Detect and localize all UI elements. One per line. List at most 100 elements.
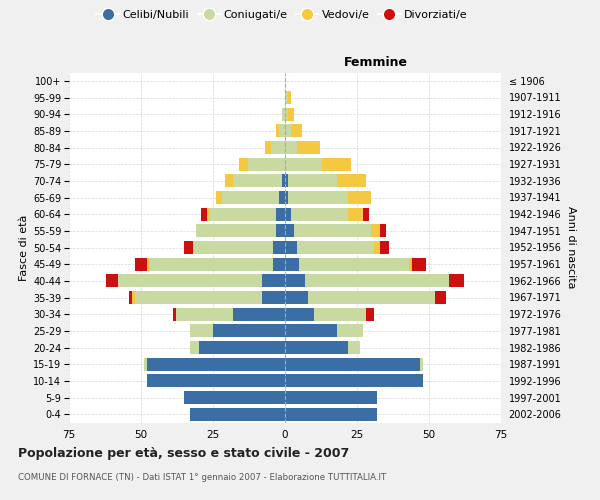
- Bar: [288, 91, 291, 104]
- Bar: [184, 241, 193, 254]
- Bar: [308, 291, 435, 304]
- Bar: [106, 274, 118, 287]
- Bar: [277, 208, 285, 220]
- Bar: [296, 141, 320, 154]
- Bar: [285, 224, 293, 237]
- Bar: [285, 274, 305, 287]
- Bar: [285, 391, 377, 404]
- Bar: [279, 191, 285, 204]
- Bar: [288, 108, 293, 120]
- Bar: [147, 358, 285, 370]
- Bar: [224, 174, 233, 188]
- Bar: [337, 324, 363, 338]
- Bar: [421, 358, 423, 370]
- Bar: [210, 208, 277, 220]
- Bar: [233, 174, 282, 188]
- Bar: [293, 224, 371, 237]
- Bar: [176, 308, 233, 320]
- Bar: [337, 174, 365, 188]
- Bar: [285, 291, 308, 304]
- Bar: [277, 224, 285, 237]
- Bar: [213, 324, 285, 338]
- Bar: [285, 124, 291, 138]
- Bar: [282, 108, 285, 120]
- Bar: [285, 408, 377, 420]
- Bar: [130, 291, 133, 304]
- Bar: [409, 258, 412, 270]
- Bar: [288, 174, 337, 188]
- Bar: [314, 308, 365, 320]
- Bar: [371, 224, 380, 237]
- Bar: [190, 341, 199, 354]
- Bar: [216, 191, 221, 204]
- Bar: [285, 91, 288, 104]
- Bar: [435, 291, 446, 304]
- Bar: [262, 291, 285, 304]
- Bar: [149, 258, 274, 270]
- Bar: [274, 258, 285, 270]
- Bar: [190, 324, 213, 338]
- Y-axis label: Fasce di età: Fasce di età: [19, 214, 29, 280]
- Text: Popolazione per età, sesso e stato civile - 2007: Popolazione per età, sesso e stato civil…: [18, 448, 349, 460]
- Bar: [274, 241, 285, 254]
- Bar: [285, 308, 314, 320]
- Bar: [262, 274, 285, 287]
- Bar: [380, 224, 386, 237]
- Bar: [349, 191, 371, 204]
- Bar: [133, 291, 135, 304]
- Bar: [135, 258, 147, 270]
- Bar: [365, 308, 374, 320]
- Text: COMUNE DI FORNACE (TN) - Dati ISTAT 1° gennaio 2007 - Elaborazione TUTTITALIA.IT: COMUNE DI FORNACE (TN) - Dati ISTAT 1° g…: [18, 472, 386, 482]
- Bar: [147, 374, 285, 388]
- Bar: [285, 374, 423, 388]
- Bar: [285, 324, 337, 338]
- Legend: Celibi/Nubili, Coniugati/e, Vedovi/e, Divorziati/e: Celibi/Nubili, Coniugati/e, Vedovi/e, Di…: [92, 6, 472, 25]
- Y-axis label: Anni di nascita: Anni di nascita: [566, 206, 575, 288]
- Bar: [233, 308, 285, 320]
- Bar: [288, 191, 349, 204]
- Bar: [285, 258, 299, 270]
- Bar: [135, 291, 262, 304]
- Bar: [118, 274, 262, 287]
- Bar: [412, 258, 426, 270]
- Bar: [190, 408, 285, 420]
- Bar: [202, 208, 207, 220]
- Bar: [279, 124, 285, 138]
- Bar: [285, 141, 296, 154]
- Bar: [248, 158, 285, 170]
- Bar: [299, 258, 409, 270]
- Text: Femmine: Femmine: [344, 56, 408, 69]
- Bar: [285, 241, 296, 254]
- Bar: [144, 358, 147, 370]
- Bar: [199, 341, 285, 354]
- Bar: [322, 158, 351, 170]
- Bar: [349, 208, 363, 220]
- Bar: [265, 141, 271, 154]
- Bar: [285, 174, 288, 188]
- Bar: [291, 124, 302, 138]
- Bar: [449, 274, 464, 287]
- Bar: [374, 241, 380, 254]
- Bar: [285, 191, 288, 204]
- Bar: [285, 358, 421, 370]
- Bar: [277, 124, 279, 138]
- Bar: [239, 158, 248, 170]
- Bar: [184, 391, 285, 404]
- Bar: [147, 258, 149, 270]
- Bar: [349, 341, 360, 354]
- Bar: [282, 174, 285, 188]
- Bar: [285, 158, 322, 170]
- Bar: [296, 241, 374, 254]
- Bar: [291, 208, 349, 220]
- Bar: [173, 308, 176, 320]
- Bar: [196, 224, 277, 237]
- Bar: [285, 108, 288, 120]
- Bar: [207, 208, 210, 220]
- Bar: [221, 191, 279, 204]
- Bar: [380, 241, 389, 254]
- Bar: [285, 208, 291, 220]
- Bar: [271, 141, 285, 154]
- Bar: [305, 274, 449, 287]
- Bar: [363, 208, 368, 220]
- Bar: [193, 241, 274, 254]
